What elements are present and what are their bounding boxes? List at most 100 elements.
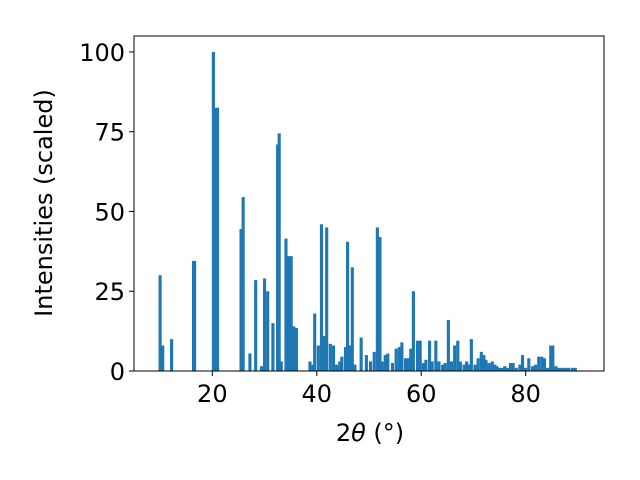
bar xyxy=(453,345,457,371)
y-axis-ticks: 0 25 50 75 100 xyxy=(79,39,134,386)
bar xyxy=(284,238,288,371)
x-axis-label-symbol: θ xyxy=(351,419,366,447)
bar xyxy=(487,363,491,371)
bar xyxy=(248,353,252,371)
x-axis-ticks: 20 40 60 80 xyxy=(197,371,541,408)
bar xyxy=(537,356,541,371)
bar xyxy=(500,367,504,371)
bar xyxy=(359,337,363,371)
bar xyxy=(214,107,218,371)
bar xyxy=(566,367,571,371)
bar xyxy=(469,339,473,371)
bar xyxy=(409,348,413,371)
bar xyxy=(353,364,357,371)
bar xyxy=(328,343,332,371)
bar xyxy=(503,366,507,371)
x-axis-label-unit: (°) xyxy=(366,419,404,447)
bar xyxy=(266,291,270,371)
bar xyxy=(346,241,350,371)
bar xyxy=(490,361,494,371)
bar xyxy=(375,227,379,371)
bar xyxy=(193,260,197,371)
y-tick-label: 100 xyxy=(79,39,125,67)
bar xyxy=(254,280,258,371)
bar xyxy=(403,358,408,371)
bar xyxy=(493,364,497,371)
bar xyxy=(211,51,215,371)
bar xyxy=(557,367,561,371)
bar xyxy=(292,326,296,371)
bar xyxy=(338,361,342,371)
bar xyxy=(495,366,499,371)
bar xyxy=(383,355,387,371)
bar xyxy=(458,361,462,371)
bar xyxy=(276,144,280,371)
bar xyxy=(441,364,445,371)
bar xyxy=(350,267,354,371)
bar xyxy=(573,367,577,371)
bar xyxy=(540,356,544,371)
bar xyxy=(476,358,480,371)
bar xyxy=(437,361,441,371)
bar xyxy=(449,361,454,371)
bar xyxy=(340,356,344,371)
bar xyxy=(335,364,339,371)
bar xyxy=(505,367,509,371)
bar xyxy=(508,363,513,371)
bar xyxy=(158,275,162,371)
bar xyxy=(421,363,425,371)
bar xyxy=(289,256,293,371)
bar xyxy=(343,347,348,371)
bar xyxy=(319,224,324,371)
bar xyxy=(546,367,550,371)
bar xyxy=(277,133,281,371)
x-axis-label: 2θ (°) xyxy=(336,419,404,447)
bar xyxy=(520,355,525,371)
bar xyxy=(279,361,283,371)
bar xyxy=(443,363,447,371)
x-tick-label: 60 xyxy=(406,380,437,408)
bar xyxy=(259,366,263,371)
bar xyxy=(482,355,486,371)
bar xyxy=(325,227,329,371)
bar xyxy=(348,345,352,371)
bar xyxy=(484,359,488,371)
bar xyxy=(479,351,483,371)
bar-series xyxy=(158,51,577,371)
bar xyxy=(549,345,553,371)
bar xyxy=(369,361,373,371)
bar xyxy=(527,358,531,371)
bar xyxy=(161,345,165,371)
bar xyxy=(554,366,558,371)
bar xyxy=(241,197,245,371)
bar xyxy=(434,340,438,371)
y-tick-label: 0 xyxy=(110,358,125,386)
bar xyxy=(416,340,420,371)
bar xyxy=(400,342,404,371)
bar xyxy=(542,358,547,371)
bar xyxy=(331,345,336,371)
bar xyxy=(316,345,320,371)
bar xyxy=(390,363,395,371)
bar xyxy=(378,237,382,371)
bar xyxy=(397,347,401,371)
bar xyxy=(560,367,564,371)
bar xyxy=(313,313,317,371)
bar xyxy=(534,364,538,371)
bar xyxy=(215,107,220,371)
bar xyxy=(411,291,415,371)
bar xyxy=(406,358,410,371)
bar xyxy=(514,367,518,371)
bar xyxy=(394,348,398,371)
bar xyxy=(271,323,275,371)
bar xyxy=(428,340,432,371)
bar xyxy=(308,361,312,371)
bar xyxy=(239,229,243,371)
x-tick-label: 40 xyxy=(302,380,333,408)
bar xyxy=(364,355,368,371)
bar xyxy=(497,367,502,371)
y-tick-label: 75 xyxy=(94,119,125,147)
bar xyxy=(563,367,567,371)
bar xyxy=(467,364,471,371)
y-tick-label: 25 xyxy=(94,278,125,306)
